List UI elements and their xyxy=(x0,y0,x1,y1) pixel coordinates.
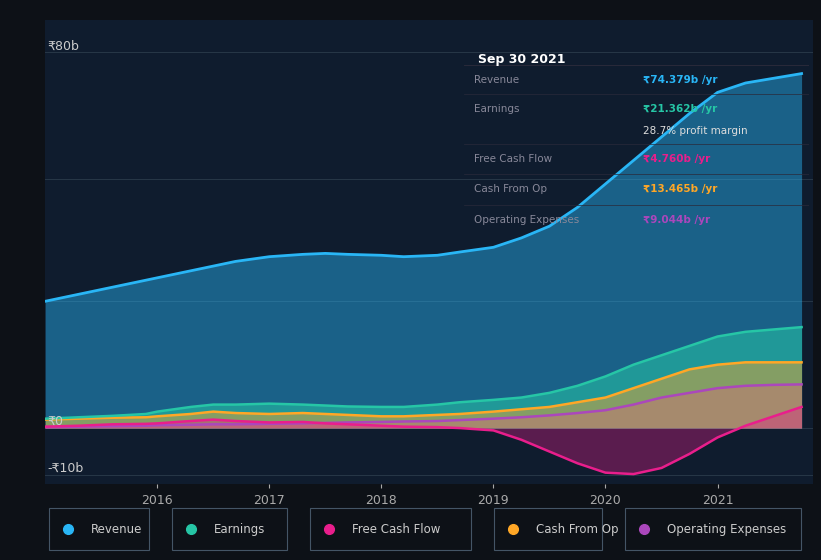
Text: Cash From Op: Cash From Op xyxy=(536,522,619,536)
Text: Earnings: Earnings xyxy=(475,104,520,114)
Bar xyxy=(172,508,287,550)
Text: ₹0: ₹0 xyxy=(48,415,63,428)
Text: ₹80b: ₹80b xyxy=(48,39,80,53)
Text: Revenue: Revenue xyxy=(91,522,143,536)
Text: Free Cash Flow: Free Cash Flow xyxy=(352,522,441,536)
Bar xyxy=(310,508,471,550)
Text: ₹21.362b /yr: ₹21.362b /yr xyxy=(643,104,718,114)
Text: ₹13.465b /yr: ₹13.465b /yr xyxy=(643,184,718,194)
Bar xyxy=(49,508,149,550)
Text: Sep 30 2021: Sep 30 2021 xyxy=(478,53,565,66)
Text: ₹74.379b /yr: ₹74.379b /yr xyxy=(643,76,718,86)
Text: ₹9.044b /yr: ₹9.044b /yr xyxy=(643,214,710,225)
Text: Earnings: Earnings xyxy=(214,522,265,536)
Text: Free Cash Flow: Free Cash Flow xyxy=(475,154,553,164)
Text: Revenue: Revenue xyxy=(475,76,520,86)
Bar xyxy=(494,508,602,550)
Text: -₹10b: -₹10b xyxy=(48,462,84,475)
Text: ₹4.760b /yr: ₹4.760b /yr xyxy=(643,154,710,164)
Bar xyxy=(625,508,801,550)
Text: Operating Expenses: Operating Expenses xyxy=(475,214,580,225)
Text: Operating Expenses: Operating Expenses xyxy=(667,522,787,536)
Text: 28.7% profit margin: 28.7% profit margin xyxy=(643,126,748,136)
Text: Cash From Op: Cash From Op xyxy=(475,184,548,194)
